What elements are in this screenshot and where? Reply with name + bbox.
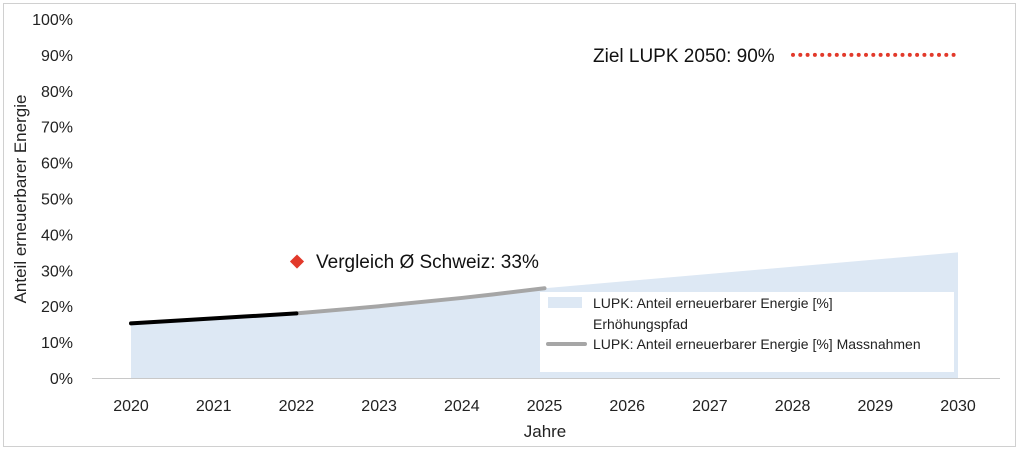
x-tick-label: 2029 [858, 398, 894, 415]
target-dot [856, 52, 861, 57]
target-dot [893, 52, 898, 57]
target-dot [907, 52, 912, 57]
line-series-1 [129, 311, 299, 326]
legend-swatch-area [548, 297, 582, 308]
target-dot [849, 52, 854, 57]
target-dot [878, 52, 883, 57]
x-tick-label: 2025 [527, 398, 563, 415]
target-2050-label: Ziel LUPK 2050: 90% [593, 46, 775, 67]
x-tick-label: 2022 [279, 398, 315, 415]
target-dot [842, 52, 847, 57]
target-dot [871, 52, 876, 57]
y-tick-label: 80% [41, 84, 73, 101]
x-axis-title: Jahre [524, 422, 567, 441]
y-tick-label: 60% [41, 156, 73, 173]
target-dot [885, 52, 890, 57]
y-tick-label: 100% [32, 12, 73, 29]
target-dot [951, 52, 956, 57]
x-tick-labels: 2020 2021 2022 2023 2024 2025 2026 2027 2028 2029… [113, 398, 976, 415]
x-tick-label: 2021 [196, 398, 232, 415]
target-dot [834, 52, 839, 57]
x-tick-label: 2023 [361, 398, 397, 415]
legend-entry-area: LUPK: Anteil erneuerbarer Energie [%] [593, 295, 833, 311]
legend-background [540, 292, 954, 372]
target-dot [915, 52, 920, 57]
x-tick-label: 2026 [609, 398, 645, 415]
target-dot [805, 52, 810, 57]
target-dot [864, 52, 868, 57]
y-tick-label: 20% [41, 299, 73, 316]
legend-entry-area-cont: Erhöhungspfad [593, 316, 688, 332]
x-tick-label: 2028 [775, 398, 811, 415]
legend-entry-line: LUPK: Anteil erneuerbarer Energie [%] Ma… [593, 336, 921, 352]
y-tick-label: 50% [41, 192, 73, 209]
y-axis-title: Anteil erneuerbarer Energie [11, 95, 30, 304]
x-tick-label: 2030 [940, 398, 976, 415]
chart-frame [3, 3, 1016, 447]
target-dot [922, 52, 927, 57]
target-dot [812, 52, 817, 57]
legend: LUPK: Anteil erneuerbarer Energie [%] Er… [540, 292, 954, 372]
target-dot [900, 52, 905, 57]
target-dot [791, 52, 795, 57]
y-tick-label: 70% [41, 120, 73, 137]
line-layer [129, 286, 547, 326]
y-tick-label: 10% [41, 335, 73, 352]
y-tick-label: 0% [50, 371, 73, 388]
x-tick-label: 2024 [444, 398, 480, 415]
target-dot [798, 52, 803, 57]
target-2050-dotted-line [791, 52, 956, 57]
x-tick-label: 2020 [113, 398, 149, 415]
target-dot [944, 52, 949, 57]
schweiz-average-label: Vergleich Ø Schweiz: 33% [316, 252, 539, 273]
line-series-0 [294, 286, 547, 316]
schweiz-average-marker [289, 254, 305, 269]
target-dot [820, 52, 825, 57]
target-dot [827, 52, 832, 57]
y-tick-labels: 0% 10% 20% 30% 40% 50% 60% 70% 80% 90% 100% [32, 12, 73, 388]
y-tick-label: 90% [41, 48, 73, 65]
target-dot [937, 52, 941, 57]
y-tick-label: 40% [41, 227, 73, 244]
x-tick-label: 2027 [692, 398, 728, 415]
y-tick-label: 30% [41, 263, 73, 280]
target-dot [929, 52, 934, 57]
